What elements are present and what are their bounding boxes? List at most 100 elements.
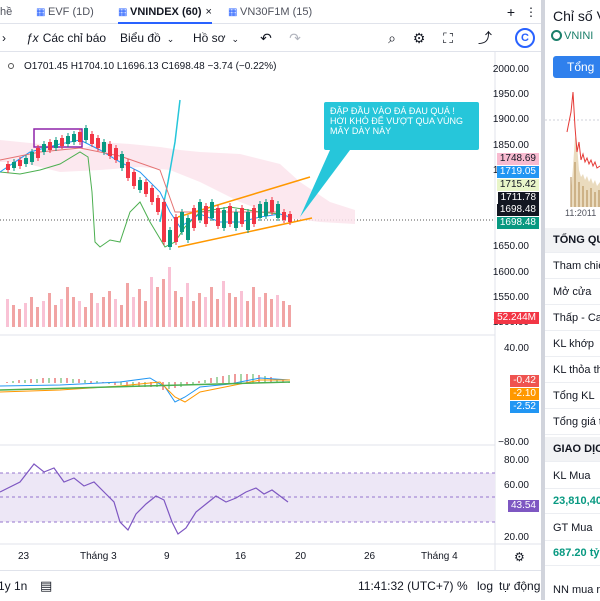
indicators-label: Các chỉ báo [42,31,107,45]
add-tab-icon[interactable]: + [506,4,516,20]
candle-body [108,144,112,156]
index-info-panel: Chỉ số V VNINI Tổng 11:2011 TỔNG QU Tham… [545,0,600,600]
row-label: Thấp - Ca [553,312,600,324]
macd-histogram-bar [246,374,248,383]
tab-partial[interactable]: hề [0,0,12,24]
clock-text: 11:41:32 (UTC+7) [358,579,454,593]
volume-bar [48,293,51,327]
range-1n-button[interactable]: 1n [14,571,27,601]
candle-body [150,188,154,202]
panel-divider[interactable] [541,0,545,600]
row-label: GT Mua [553,522,593,534]
overview-row: Tổng KL [545,384,600,409]
volume-bar [180,297,183,327]
candle-body [60,138,64,146]
close-icon[interactable]: × [205,6,212,18]
candle-body [18,160,22,166]
macd-histogram-bar [276,379,278,383]
time-axis-tick: 26 [364,551,376,562]
candle-body [138,180,142,190]
visibility-dot-icon[interactable] [8,63,14,69]
mini-chart-time: 11:2011 [565,208,596,218]
candle-body [210,202,214,218]
macd-histogram-bar [120,382,122,385]
chart-area[interactable]: O1701.45 H1704.10 L1696.13 C1698.48 −3.7… [0,52,541,570]
range-1y-button[interactable]: 1y [0,571,11,601]
tool-partial[interactable]: › [2,31,6,45]
summary-button[interactable]: Tổng [553,56,600,78]
row-label: Tham chiế [553,260,600,272]
macd-histogram-bar [150,382,152,387]
tab-vnindex[interactable]: ▦ VNINDEX (60) × [118,0,212,24]
macd-histogram-bar [132,382,134,386]
volume-bar [210,287,213,327]
profile-button[interactable]: Hồ sơ ⌄ [193,24,239,52]
log-toggle[interactable]: log [477,571,493,601]
trading-section-header: GIAO DỊC [545,437,600,462]
volume-bar [168,267,171,327]
candle-body [180,212,184,232]
volume-bar [204,297,207,327]
volume-bar [96,303,99,327]
macd-histogram-bar [198,381,200,383]
ohlc-legend: O1701.45 H1704.10 L1696.13 C1698.48 −3.7… [8,61,276,72]
macd-zero-line [0,381,291,391]
undo-icon[interactable]: ↶ [260,30,272,46]
row-value: 687.20 tỷ [553,547,600,559]
gear-icon[interactable]: ⚙ [412,30,426,46]
mini-intraday-chart [545,91,600,207]
profile-label: Hồ sơ [193,31,226,45]
share-icon[interactable]: ⤴ [478,30,492,46]
rsi-value-tag: 43.54 [507,500,539,512]
symbol-chip[interactable]: VNINI [551,30,593,42]
volume-bar [192,301,195,327]
toolbar: › ƒx Các chỉ báo Biểu đồ ⌄ Hồ sơ ⌄ ↶ ↷ ⌕ ⚙ … [0,24,541,52]
volume-bar [114,299,117,327]
candle-body [288,214,292,222]
tab-evf[interactable]: ▦ EVF (1D) [36,0,94,24]
candle-body [246,212,250,230]
more-icon[interactable]: ⋮ [525,5,537,19]
volume-bar [78,301,81,327]
volume-value-tag: 52.244M [494,312,539,324]
indicators-button[interactable]: ƒx Các chỉ báo [26,24,106,52]
settings-gear-icon[interactable]: ⚙ [514,550,525,564]
logo-icon[interactable]: C [515,28,535,48]
annotation-callout[interactable]: ĐẬP ĐẦU VÀO ĐÁ ĐAU QUÁ ! HƠI KHÓ ĐỂ VƯỢT… [324,102,479,150]
foreign-buy-row: NN mua r [545,578,600,600]
search-zoom-icon[interactable]: ⌕ [388,30,396,46]
auto-toggle[interactable]: tự động [499,571,540,601]
ohlc-values: O1701.45 H1704.10 L1696.13 C1698.48 −3.7… [24,61,277,72]
chart-canvas[interactable] [0,52,541,570]
candle-body [132,172,136,186]
candle-body [276,204,280,218]
tab-bar: hề ▦ EVF (1D) ▦ VNINDEX (60) × ▦ VN30F1M (15… [0,0,541,24]
clock-display: 11:41:32 (UTC+7) [358,571,454,601]
macd-histogram-bar [222,376,224,383]
macd-histogram-bar [66,378,68,383]
macd-histogram-bar [24,380,26,383]
calendar-icon[interactable]: ▤ [40,578,53,593]
chart-type-button[interactable]: Biểu đồ ⌄ [120,24,174,52]
logo-icon [551,30,562,41]
macd-histogram-bar [12,381,14,383]
candle-body [6,164,10,170]
rsi-axis-tick: 80.00 [503,455,529,466]
macd-histogram-bar [156,382,158,387]
macd-histogram-bar [18,380,20,383]
price-axis-tick: 1550.00 [492,292,529,303]
redo-icon[interactable]: ↷ [289,30,301,46]
percent-toggle[interactable]: % [457,571,468,601]
time-axis-tick: 16 [235,551,247,562]
section-title: TỔNG QU [553,234,600,246]
time-axis-tick: Tháng 4 [421,551,458,562]
price-tag: 1711.78 [497,192,539,204]
volume-bar [42,301,45,327]
macd-histogram-bar [48,378,50,383]
volume-bar [216,299,219,327]
fullscreen-icon[interactable]: ⛶ [443,30,453,46]
macd-tag: -2.52 [510,401,539,413]
tab-vn30f1m[interactable]: ▦ VN30F1M (15) [228,0,312,24]
volume-bar [234,297,237,327]
rsi-line [0,463,289,535]
